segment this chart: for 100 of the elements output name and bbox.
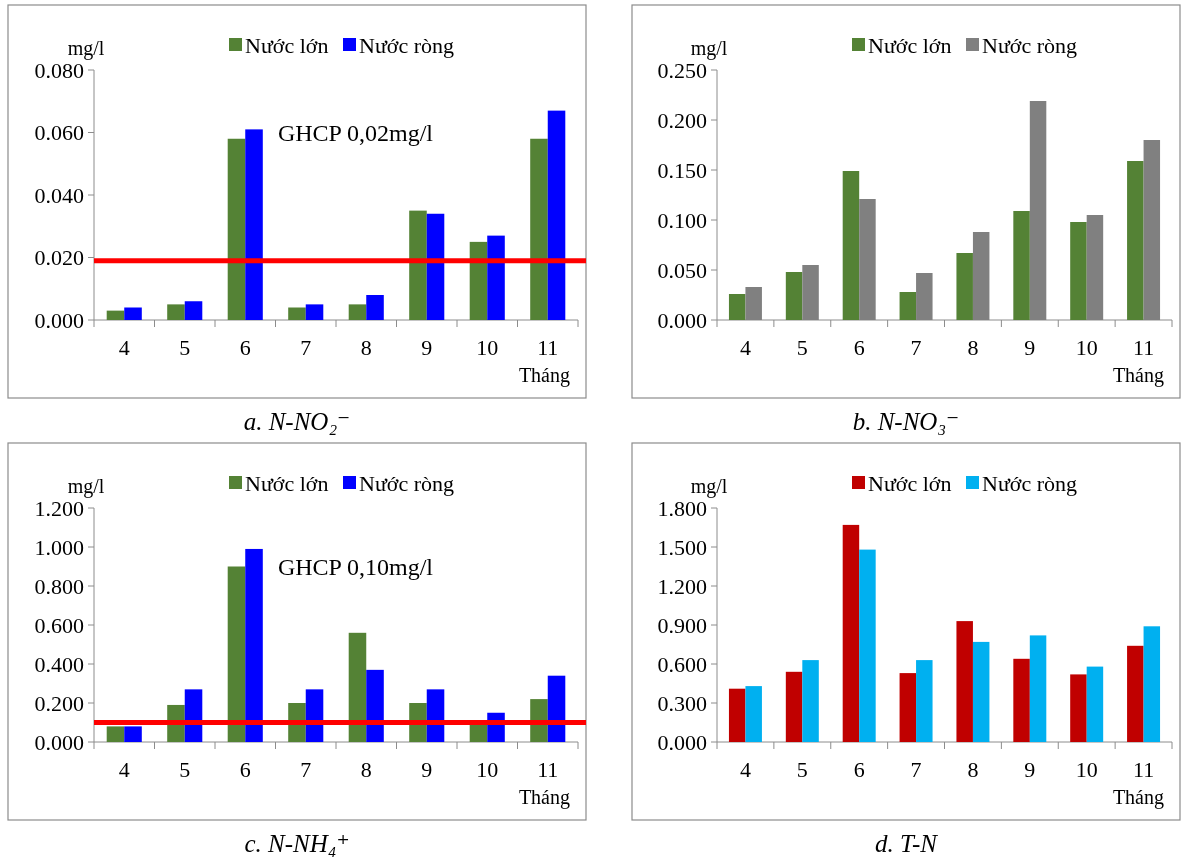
- bar: [245, 129, 263, 320]
- x-tick-label: 4: [118, 335, 130, 360]
- bar: [1013, 211, 1030, 320]
- x-tick-label: 10: [1075, 757, 1098, 782]
- x-axis-title: Tháng: [518, 786, 570, 809]
- bar: [124, 307, 142, 320]
- x-tick-label: 8: [360, 335, 372, 360]
- bar: [227, 566, 246, 742]
- y-axis-title: mg/l: [67, 475, 105, 498]
- text: a. N-NO₂⁻: [243, 408, 351, 435]
- bar: [487, 235, 505, 320]
- text: b. N-NO₃⁻: [852, 408, 960, 435]
- y-tick-label: 0.400: [34, 651, 84, 677]
- bar: [227, 138, 246, 320]
- bar: [245, 548, 263, 742]
- bar: [728, 294, 746, 320]
- bar: [785, 272, 803, 320]
- bar: [288, 307, 306, 320]
- y-tick-label: 0.050: [657, 257, 707, 283]
- legend-label: Nước ròng: [982, 470, 1078, 496]
- x-tick-label: 10: [1075, 335, 1098, 360]
- y-tick-label: 1.800: [657, 495, 707, 521]
- x-tick-label: 6: [239, 335, 251, 360]
- bar: [745, 686, 762, 742]
- bar: [859, 549, 876, 742]
- bar: [426, 213, 445, 320]
- y-tick-label: 0.600: [34, 612, 84, 638]
- x-axis-title: Tháng: [518, 364, 570, 387]
- bar: [366, 669, 384, 742]
- x-tick-label: 9: [1024, 335, 1036, 360]
- x-axis-title: Tháng: [1112, 364, 1164, 387]
- x-tick-label: 7: [300, 757, 312, 782]
- y-tick-label: 0.000: [657, 729, 707, 755]
- y-tick-label: 0.200: [34, 690, 84, 716]
- bar: [106, 310, 125, 320]
- x-tick-label: 5: [796, 757, 808, 782]
- y-tick-label: 0.100: [657, 207, 707, 233]
- x-tick-label: 6: [239, 757, 251, 782]
- x-tick-label: 8: [967, 335, 979, 360]
- y-tick-label: 0.300: [657, 690, 707, 716]
- y-axis-title: mg/l: [67, 37, 105, 60]
- x-tick-label: 7: [910, 335, 922, 360]
- y-tick-label: 0.060: [34, 120, 84, 146]
- bar: [1127, 645, 1144, 742]
- x-tick-label: 6: [853, 335, 865, 360]
- bar: [972, 641, 990, 742]
- x-tick-label: 11: [537, 757, 559, 782]
- bar: [956, 253, 973, 320]
- legend-label: Nước ròng: [359, 32, 455, 58]
- x-tick-label: 11: [1132, 757, 1155, 782]
- legend-label: Nước ròng: [359, 470, 455, 496]
- annotation: GHCP 0,10mg/l: [277, 553, 434, 580]
- x-tick-label: 5: [796, 335, 808, 360]
- bar: [1127, 161, 1144, 320]
- y-tick-label: 0.080: [34, 57, 84, 83]
- text: c. N-NH₄⁺: [244, 830, 350, 857]
- bar: [106, 726, 125, 742]
- y-tick-label: 0.040: [34, 182, 84, 208]
- x-tick-label: 10: [476, 757, 499, 782]
- y-tick-label: 0.000: [34, 307, 84, 333]
- x-tick-label: 11: [1132, 335, 1155, 360]
- bar: [1086, 666, 1104, 742]
- bar: [785, 671, 803, 742]
- x-tick-label: 4: [739, 335, 751, 360]
- x-tick-label: 4: [739, 757, 751, 782]
- x-tick-label: 11: [537, 335, 559, 360]
- legend-label: Nước lớn: [245, 32, 329, 58]
- x-tick-label: 6: [853, 757, 865, 782]
- x-tick-label: 9: [421, 757, 433, 782]
- bar: [899, 673, 917, 742]
- legend-label: Nước ròng: [982, 32, 1078, 58]
- bar: [842, 171, 860, 320]
- x-tick-label: 4: [118, 757, 130, 782]
- annotation: GHCP 0,02mg/l: [277, 119, 434, 146]
- y-tick-label: 0.250: [657, 57, 707, 83]
- bar: [956, 621, 973, 742]
- bar: [1070, 222, 1087, 320]
- bar: [124, 726, 142, 742]
- bar: [1070, 674, 1087, 742]
- bar: [1029, 635, 1047, 742]
- bar: [842, 524, 860, 742]
- legend-label: Nước lớn: [245, 470, 329, 496]
- x-tick-label: 10: [476, 335, 499, 360]
- y-tick-label: 0.150: [657, 157, 707, 183]
- bar: [899, 292, 917, 320]
- bar: [1013, 658, 1030, 742]
- bar: [1143, 626, 1161, 742]
- x-tick-label: 5: [179, 757, 191, 782]
- y-tick-label: 0.600: [657, 651, 707, 677]
- text: d. T-N: [874, 830, 939, 857]
- y-tick-label: 0.020: [34, 245, 84, 271]
- y-tick-label: 1.200: [657, 573, 707, 599]
- bar: [366, 295, 384, 320]
- y-tick-label: 1.500: [657, 534, 707, 560]
- x-tick-label: 9: [421, 335, 433, 360]
- x-tick-label: 8: [360, 757, 372, 782]
- y-tick-label: 0.000: [34, 729, 84, 755]
- bar: [728, 688, 746, 742]
- legend-label: Nước lớn: [868, 470, 952, 496]
- y-tick-label: 0.800: [34, 573, 84, 599]
